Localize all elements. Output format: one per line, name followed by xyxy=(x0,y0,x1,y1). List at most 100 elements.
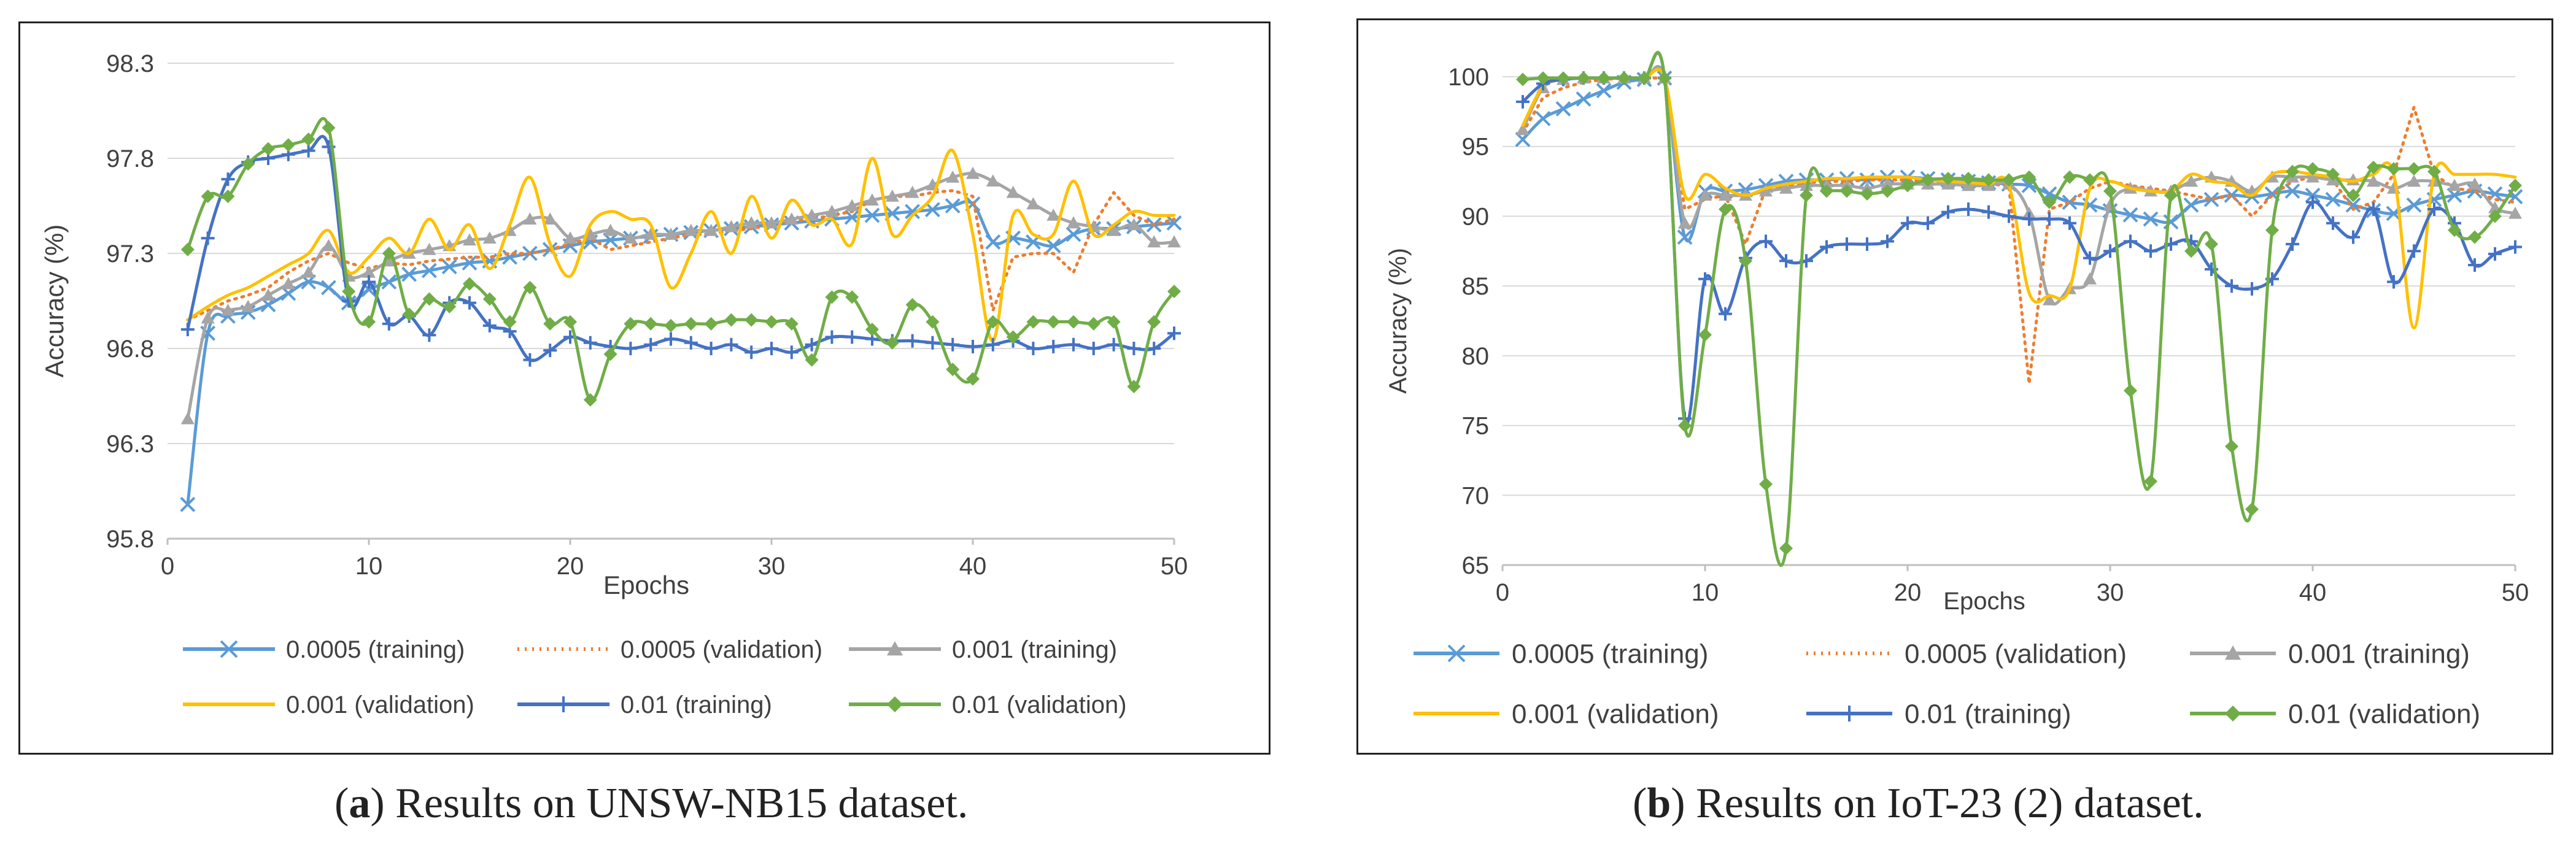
chart-b-data-point xyxy=(2144,244,2157,258)
chart-a-data-point xyxy=(926,315,940,329)
chart-a-legend-marker xyxy=(220,640,238,658)
chart-b-legend-marker xyxy=(2225,645,2241,660)
chart-a-data-point xyxy=(422,328,436,342)
chart-b-data-point xyxy=(2407,244,2421,258)
chart-b-data-point xyxy=(2508,206,2522,219)
chart-a-data-point xyxy=(1107,315,1121,329)
chart-a-data-point xyxy=(924,202,940,218)
caption-a: (a) Results on UNSW-NB15 dataset. xyxy=(335,780,969,827)
chart-a-x-ticks: 0 10 20 30 40 50 xyxy=(161,539,1188,580)
chart-a-data-point xyxy=(905,204,921,220)
chart-a-data-point xyxy=(704,342,718,355)
chart-b-x-tick-label: 10 xyxy=(1692,579,1719,606)
chart-a-legend-item: 0.0005 (validation) xyxy=(517,636,822,663)
chart-a-data-point xyxy=(241,157,255,171)
chart-a-y-tick-label: 95.8 xyxy=(106,526,154,553)
chart-a-series-5 xyxy=(180,117,1181,407)
chart-a-frame: 95.8 96.3 96.8 97.3 97.8 98.3 0 10 20 30 40 50 Accur… xyxy=(18,21,1271,755)
chart-b-x-ticks: 0 10 20 30 40 50 xyxy=(1496,565,2529,606)
chart-a-data-point xyxy=(1045,238,1061,254)
chart-a-data-point xyxy=(745,313,759,327)
chart-a-data-point xyxy=(1107,337,1121,352)
chart-a-series-line xyxy=(186,148,1176,343)
chart-b-data-point xyxy=(1557,71,1570,85)
chart-b-data-point xyxy=(2468,258,2481,272)
chart-a-data-point xyxy=(905,185,919,198)
chart-a-data-point xyxy=(1086,342,1100,355)
chart-b-data-point xyxy=(2427,164,2441,179)
chart-b-data-point xyxy=(1719,307,1732,321)
chart-b-data-point xyxy=(1941,205,1955,219)
chart-a-data-point xyxy=(1167,326,1181,341)
chart-a-data-point xyxy=(684,336,698,350)
chart-a-data-point xyxy=(180,496,196,512)
chart-a-data-point xyxy=(382,247,396,260)
chart-b-data-point xyxy=(1881,184,1894,198)
chart-a-data-point xyxy=(664,228,678,240)
chart-a-data-point xyxy=(644,337,658,352)
chart-a-data-point xyxy=(704,223,718,236)
chart-b-data-point xyxy=(1678,418,1692,433)
chart-b-data-point xyxy=(1779,181,1793,194)
chart-a-data-point xyxy=(905,334,919,348)
chart-b-data-point xyxy=(2306,170,2319,183)
chart-b-legend-label: 0.0005 (training) xyxy=(1512,639,1708,669)
chart-b-data-point xyxy=(1820,240,1833,254)
chart-b-data-point xyxy=(2063,170,2076,184)
chart-b-legend-item: 0.0005 (validation) xyxy=(1806,639,2127,669)
chart-a-series-3 xyxy=(186,148,1176,343)
chart-b-data-point xyxy=(2002,209,2016,223)
chart-b-data-point xyxy=(2225,439,2238,453)
chart-a-data-point xyxy=(221,172,235,187)
chart-b-y-tick-label: 90 xyxy=(1462,203,1490,230)
chart-b-data-point xyxy=(2203,191,2219,207)
chart-b-data-point xyxy=(1921,173,1935,187)
chart-a-data-point xyxy=(201,190,215,203)
chart-b-data-point xyxy=(1719,202,1732,217)
chart-a-data-point xyxy=(381,274,397,290)
chart-a-data-point xyxy=(845,199,859,212)
caption-b-letter: b xyxy=(1647,780,1671,827)
chart-b-data-point xyxy=(2367,202,2380,217)
chart-b-data-point xyxy=(2326,167,2340,182)
chart-b-data-point xyxy=(2427,202,2441,217)
chart-b-data-point xyxy=(1677,229,1693,245)
chart-a-data-point xyxy=(1167,235,1181,248)
chart-a-data-point xyxy=(603,223,617,236)
chart-a-data-point xyxy=(865,323,879,336)
chart-b-data-point xyxy=(1597,71,1611,85)
chart-a-data-point xyxy=(966,339,980,353)
chart-a-data-point xyxy=(1006,330,1020,344)
chart-b-data-point xyxy=(1596,83,1612,99)
chart-a-data-point xyxy=(765,216,778,229)
chart-a-data-point xyxy=(845,290,859,304)
chart-b-data-point xyxy=(1901,216,1914,230)
chart-b-data-point xyxy=(1678,216,1692,229)
chart-b-data-point xyxy=(1881,177,1894,190)
chart-a-data-point xyxy=(543,344,557,358)
chart-b-data-point xyxy=(2143,211,2159,227)
chart-a-x-tick-label: 40 xyxy=(959,553,987,580)
chart-b-legend-label: 0.001 (training) xyxy=(2288,639,2470,669)
chart-b-data-point xyxy=(2184,244,2198,258)
chart-b-x-tick-label: 0 xyxy=(1496,579,1509,606)
chart-a-data-point xyxy=(864,207,880,223)
chart-a-data-point xyxy=(1127,342,1141,355)
chart-a-data-point xyxy=(865,193,879,206)
chart-a-data-point xyxy=(1147,342,1161,355)
chart-a-data-point xyxy=(322,239,336,252)
chart-b-legend-marker xyxy=(1447,644,1466,663)
chart-a-data-point xyxy=(180,242,195,256)
chart-a-data-point xyxy=(624,342,638,355)
chart-a-data-point xyxy=(704,317,718,331)
chart-b-data-point xyxy=(2205,237,2218,251)
chart-a-data-point xyxy=(1147,235,1161,248)
chart-a-data-point xyxy=(301,266,315,278)
chart-b-data-point xyxy=(2184,174,2198,187)
chart-a-x-tick-label: 20 xyxy=(557,553,584,580)
chart-b-series-5 xyxy=(1516,50,2522,567)
chart-a-data-point xyxy=(1066,226,1081,242)
chart-b-x-tick-label: 50 xyxy=(2502,579,2529,606)
caption-b-text: Results on IoT-23 (2) dataset. xyxy=(1685,780,2204,827)
chart-b-legend-marker xyxy=(2225,706,2241,722)
